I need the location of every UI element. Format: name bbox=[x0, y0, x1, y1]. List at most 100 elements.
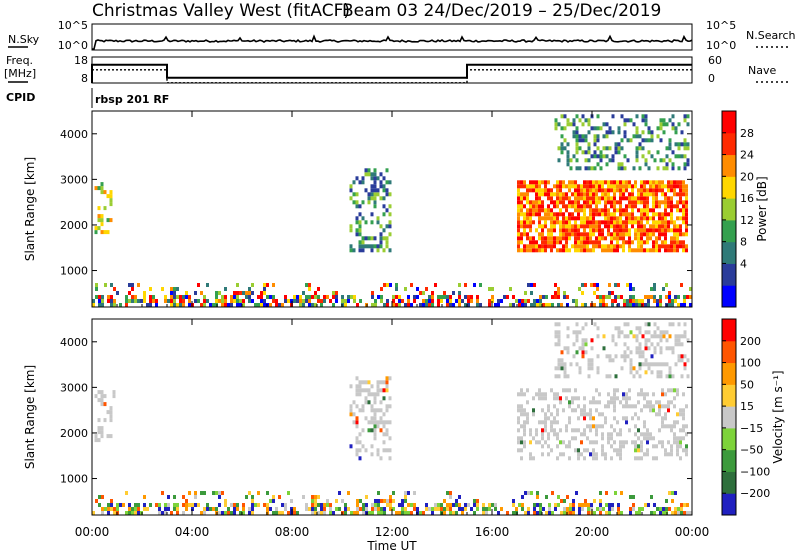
heatmap-cell bbox=[541, 240, 544, 245]
heatmap-cell bbox=[652, 200, 655, 205]
sky-tick-bottom: 10^0 bbox=[58, 39, 88, 52]
heatmap-cell bbox=[281, 503, 284, 507]
heatmap-cell bbox=[520, 240, 523, 245]
heatmap-cell bbox=[233, 299, 236, 303]
heatmap-cell bbox=[662, 330, 666, 335]
heatmap-cell bbox=[647, 330, 651, 335]
heatmap-cell bbox=[305, 299, 308, 303]
heatmap-cell bbox=[521, 507, 524, 511]
heatmap-cell bbox=[556, 196, 559, 201]
heatmap-cell bbox=[562, 224, 565, 229]
heatmap-cell bbox=[622, 416, 625, 421]
heatmap-cell bbox=[566, 150, 570, 155]
heatmap-cell bbox=[94, 186, 98, 191]
heatmap-cell bbox=[355, 440, 359, 445]
heatmap-cell bbox=[608, 507, 611, 511]
heatmap-cell bbox=[643, 188, 646, 193]
heatmap-cell bbox=[592, 224, 595, 229]
heatmap-cell bbox=[185, 291, 188, 295]
heatmap-cell bbox=[395, 283, 398, 287]
heatmap-cell bbox=[613, 196, 616, 201]
heatmap-cell bbox=[263, 303, 266, 307]
heatmap-cell bbox=[377, 511, 380, 515]
heatmap-cell bbox=[644, 303, 647, 307]
heatmap-cell bbox=[607, 440, 610, 445]
heatmap-cell bbox=[617, 126, 621, 131]
heatmap-cell bbox=[682, 428, 685, 433]
heatmap-cell bbox=[661, 192, 664, 197]
heatmap-cell bbox=[655, 184, 658, 189]
heatmap-cell bbox=[679, 440, 682, 445]
heatmap-cell bbox=[614, 326, 618, 331]
heatmap-cell bbox=[370, 176, 374, 181]
heatmap-cell bbox=[622, 248, 625, 253]
heatmap-cell bbox=[554, 126, 558, 131]
heatmap-cell bbox=[646, 188, 649, 193]
heatmap-cell bbox=[517, 188, 520, 193]
heatmap-cell bbox=[266, 283, 269, 287]
heatmap-cell bbox=[520, 424, 523, 429]
heatmap-cell bbox=[482, 511, 485, 515]
heatmap-cell bbox=[640, 236, 643, 241]
heatmap-cell bbox=[653, 295, 656, 299]
heatmap-cell bbox=[161, 491, 164, 495]
heatmap-cell bbox=[302, 303, 305, 307]
heatmap-cell bbox=[317, 295, 320, 299]
heatmap-cell bbox=[520, 180, 523, 185]
heatmap-cell bbox=[401, 507, 404, 511]
heatmap-cell bbox=[188, 491, 191, 495]
heatmap-cell bbox=[379, 408, 383, 413]
heatmap-cell bbox=[434, 283, 437, 287]
heatmap-cell bbox=[538, 212, 541, 217]
heatmap-cell bbox=[683, 138, 687, 143]
heatmap-cell bbox=[595, 188, 598, 193]
heatmap-cell bbox=[239, 511, 242, 515]
heatmap-cell bbox=[625, 228, 628, 233]
heatmap-cell bbox=[572, 354, 576, 359]
heatmap-cell bbox=[610, 400, 613, 405]
heatmap-cell bbox=[638, 326, 642, 331]
heatmap-cell bbox=[373, 392, 377, 397]
heatmap-cell bbox=[367, 168, 371, 173]
heatmap-cell bbox=[557, 122, 561, 127]
heatmap-cell bbox=[517, 448, 520, 453]
heatmap-cell bbox=[523, 244, 526, 249]
heatmap-cell bbox=[581, 350, 585, 355]
heatmap-cell bbox=[389, 495, 392, 499]
heatmap-cell bbox=[574, 232, 577, 237]
heatmap-cell bbox=[596, 326, 600, 331]
heatmap-cell bbox=[203, 511, 206, 515]
heatmap-cell bbox=[557, 158, 561, 163]
heatmap-cell bbox=[670, 196, 673, 201]
heatmap-cell bbox=[275, 303, 278, 307]
heatmap-cell bbox=[664, 220, 667, 225]
cpid-strip: CPID rbsp 201 RF bbox=[6, 88, 169, 108]
heatmap-cell bbox=[464, 295, 467, 299]
heatmap-cell bbox=[224, 287, 227, 291]
heatmap-cell bbox=[559, 184, 562, 189]
heatmap-cell bbox=[569, 158, 573, 163]
heatmap-cell bbox=[634, 444, 637, 449]
heatmap-cell bbox=[560, 150, 564, 155]
heatmap-cell bbox=[446, 295, 449, 299]
heatmap-cell bbox=[637, 248, 640, 253]
heatmap-cell bbox=[634, 248, 637, 253]
heatmap-cell bbox=[572, 299, 575, 303]
heatmap-cell bbox=[382, 440, 386, 445]
heatmap-cell bbox=[370, 408, 374, 413]
heatmap-cell bbox=[605, 295, 608, 299]
heatmap-cell bbox=[682, 204, 685, 209]
heatmap-cell bbox=[628, 212, 631, 217]
heatmap-cell bbox=[634, 456, 637, 461]
heatmap-cell bbox=[668, 299, 671, 303]
heatmap-cell bbox=[590, 503, 593, 507]
heatmap-cell bbox=[661, 244, 664, 249]
heatmap-cell bbox=[622, 244, 625, 249]
heatmap-cell bbox=[355, 424, 359, 429]
heatmap-cell bbox=[685, 404, 688, 409]
heatmap-cell bbox=[107, 511, 110, 515]
heatmap-cell bbox=[529, 248, 532, 253]
heatmap-cell bbox=[686, 114, 690, 119]
colorbar-segment bbox=[722, 219, 736, 243]
heatmap-cell bbox=[634, 200, 637, 205]
